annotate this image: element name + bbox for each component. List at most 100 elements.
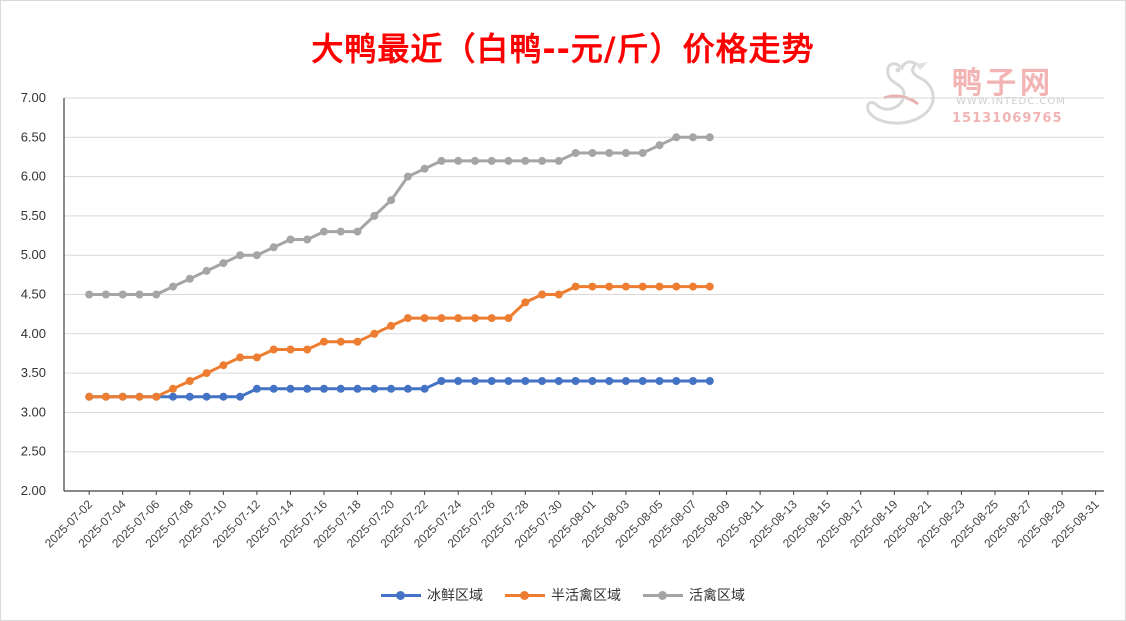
data-point [269,243,278,252]
data-point [135,290,144,299]
data-point [554,377,563,385]
data-point [152,290,161,299]
data-point [689,282,697,291]
data-point [320,227,328,236]
y-tick-label: 2.00 [21,483,46,498]
legend-swatch [643,590,683,600]
data-point [538,156,547,165]
data-point [420,384,429,393]
data-point [219,259,228,268]
data-point [101,290,110,299]
data-point [638,149,647,157]
watermark-url: WWW.INTEDC.COM [956,96,1066,107]
data-point [269,384,278,393]
data-point [504,377,513,385]
series-3 [85,133,714,299]
data-point [403,384,412,393]
data-point [588,377,597,385]
data-point [655,141,664,150]
data-point [320,337,328,346]
chart-title: 大鸭最近（白鸭--元/斤）价格走势 [311,30,815,68]
legend-item: 活禽区域 [643,585,745,605]
y-tick-label: 7.00 [21,90,46,105]
data-point [437,377,446,385]
data-point [655,377,664,385]
legend-label: 冰鲜区域 [427,588,483,604]
data-point [571,149,580,157]
data-point [554,290,563,299]
data-point [672,282,681,291]
series-1 [85,377,714,401]
data-point [588,149,597,157]
data-point [521,156,530,165]
data-point [219,361,228,370]
data-point [605,149,614,157]
data-point [621,149,630,157]
data-point [638,377,647,385]
x-axis: 2025-07-022025-07-042025-07-062025-07-08… [42,490,1104,551]
data-point [521,377,530,385]
data-point [303,235,312,244]
duck-logo-icon [866,60,935,125]
data-point [118,392,127,401]
data-point [169,282,177,291]
data-point [185,274,194,283]
watermark-phone: 15131069765 [952,111,1063,126]
data-point [538,377,547,385]
data-point [286,384,295,393]
watermark: 鸭子网 WWW.INTEDC.COM 15131069765 [864,54,1094,132]
data-point [621,377,630,385]
data-point [85,392,94,401]
y-tick-label: 3.50 [21,365,46,380]
y-tick-label: 4.00 [21,326,46,341]
data-point [202,369,211,378]
data-point [185,392,194,401]
data-point [252,384,261,393]
data-point [219,392,228,401]
data-point [252,251,261,260]
data-point [236,392,245,401]
y-tick-label: 6.00 [21,169,46,184]
legend-label: 活禽区域 [689,588,745,604]
data-point [353,384,362,393]
data-point [454,156,463,165]
data-point [320,384,328,393]
watermark-brand: 鸭子网 [952,66,1054,101]
data-point [370,211,379,220]
legend-item: 半活禽区域 [505,585,621,605]
legend-label: 半活禽区域 [551,588,621,604]
data-point [387,321,396,330]
data-point [152,392,161,401]
legend-swatch [381,590,421,600]
data-point [202,392,211,401]
data-point [420,314,429,323]
data-point [504,156,513,165]
data-point [672,377,681,385]
series-2 [85,282,714,401]
data-point [638,282,647,291]
y-tick-label: 6.50 [21,129,46,144]
data-point [487,314,496,323]
data-point [185,377,194,385]
data-point [387,384,396,393]
data-point [135,392,144,401]
data-point [605,377,614,385]
data-point [202,266,211,275]
data-point [437,314,446,323]
data-point [101,392,110,401]
y-axis: 7.00 6.50 6.00 5.50 5.00 4.50 4.00 3.50 3.00 2.50… [21,90,65,498]
data-point [672,133,681,142]
data-point [487,377,496,385]
data-point [303,384,312,393]
data-point [269,345,278,354]
data-point [471,156,479,165]
y-tick-label: 5.00 [21,247,46,262]
data-point [521,298,530,307]
data-point [303,345,312,354]
data-point [353,337,362,346]
data-point [605,282,614,291]
y-tick-label: 5.50 [21,208,46,223]
y-tick-label: 3.00 [21,404,46,419]
